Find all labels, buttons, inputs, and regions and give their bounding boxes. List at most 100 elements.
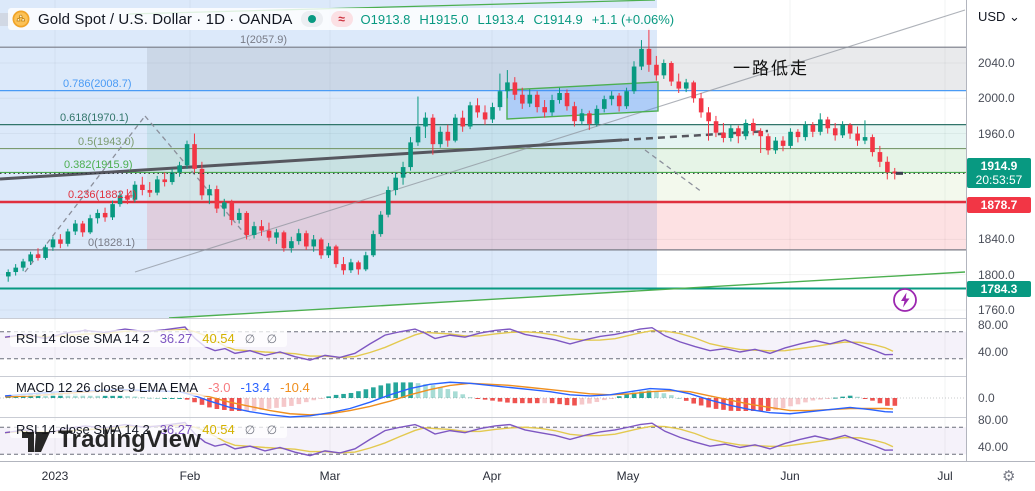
main-trendline xyxy=(0,138,623,181)
time-axis-label: Feb xyxy=(179,469,201,483)
panel-tick-label: 80.00 xyxy=(978,413,1009,427)
macd-histogram-bar xyxy=(877,398,883,404)
similar-symbol-pill[interactable]: ≈ xyxy=(330,11,353,27)
macd-histogram-bar xyxy=(333,394,339,398)
macd-histogram-bar xyxy=(810,398,816,401)
fib-level-label: 0.618(1970.1) xyxy=(60,111,129,124)
candle-body xyxy=(788,131,793,146)
macd-histogram-bar xyxy=(795,398,801,405)
candle-body xyxy=(631,66,637,92)
candle-body xyxy=(58,239,63,244)
candle-body xyxy=(50,239,56,248)
macd-histogram-bar xyxy=(169,398,175,399)
macd-histogram-bar xyxy=(453,391,458,398)
currency-selector[interactable]: USD ⌄ xyxy=(978,9,1020,24)
candle-body xyxy=(669,63,674,82)
macd-histogram-bar xyxy=(639,391,644,398)
candle-body xyxy=(251,226,257,235)
macd-histogram-bar xyxy=(132,396,138,398)
macd-histogram-bar xyxy=(125,395,130,398)
rsi1-legend[interactable]: RSI 14 close SMA 14 2 36.27 40.54 ∅ ∅ xyxy=(10,330,288,347)
candle-body xyxy=(80,223,86,233)
macd-histogram-bar xyxy=(326,396,331,398)
fib-band-0382-0236 xyxy=(147,172,966,203)
candle-body xyxy=(870,137,875,153)
macd-histogram-bar xyxy=(281,398,287,407)
candle-body xyxy=(557,92,562,101)
tradingview-logo[interactable]: TradingView xyxy=(20,426,201,454)
rsi2-hidden-values: ∅ ∅ xyxy=(244,422,282,437)
price-axis[interactable]: USD ⌄ 1914.9 20:53:57 1878.7 1784.3 2040… xyxy=(966,0,1035,461)
macd-histogram-bar xyxy=(289,398,294,406)
candle-body xyxy=(587,113,592,124)
candle-body xyxy=(721,132,726,138)
candle-body xyxy=(765,136,771,151)
macd-histogram-bar xyxy=(110,395,115,398)
macd-histogram-bar xyxy=(579,398,585,405)
candle-body xyxy=(505,82,510,92)
time-axis-label: May xyxy=(616,469,640,483)
macd-histogram-bar xyxy=(482,398,488,400)
macd-hist-value: -3.0 xyxy=(208,380,231,395)
macd-histogram-bar xyxy=(95,395,100,398)
candle-body xyxy=(73,223,78,232)
macd-legend[interactable]: MACD 12 26 close 9 EMA EMA -3.0 -13.4 -1… xyxy=(10,379,316,396)
candle-body xyxy=(326,246,331,256)
candle-body xyxy=(199,168,205,196)
candle-body xyxy=(155,179,160,193)
macd-histogram-bar xyxy=(669,395,674,398)
macd-histogram-bar xyxy=(728,398,734,411)
macd-label[interactable]: MACD 12 26 close 9 EMA EMA xyxy=(16,380,199,395)
candle-body xyxy=(296,233,302,242)
fib-level-label: 0.786(2008.7) xyxy=(63,77,132,90)
macd-histogram-bar xyxy=(475,398,480,399)
macd-histogram-bar xyxy=(564,398,570,406)
candle-body xyxy=(602,99,607,109)
time-axis[interactable]: 2023 Feb Mar Apr May Jun Jul ⚙ xyxy=(0,461,1035,491)
rsi1-value: 36.27 xyxy=(159,331,193,346)
candle-body xyxy=(95,212,100,219)
candle-body xyxy=(415,126,421,143)
candle-body xyxy=(341,264,346,271)
fib-band-0618-05 xyxy=(147,124,966,149)
macd-histogram-bar xyxy=(520,398,525,404)
time-axis-label: Jul xyxy=(937,469,953,483)
candle-body xyxy=(289,241,294,249)
collapsed-drawing-toolbar-tab[interactable] xyxy=(0,13,10,26)
rsi1-label[interactable]: RSI 14 close SMA 14 2 xyxy=(16,331,150,346)
macd-histogram-bar xyxy=(862,398,868,399)
symbol-title[interactable]: Gold Spot / U.S. Dollar · 1D · OANDA xyxy=(38,10,293,28)
candle-body xyxy=(348,262,354,271)
macd-histogram-bar xyxy=(356,391,361,398)
price-tick-label: 1800.0 xyxy=(978,267,1015,282)
macd-histogram-bar xyxy=(602,398,607,401)
macd-histogram-bar xyxy=(587,398,592,404)
axis-settings-gear-icon[interactable]: ⚙ xyxy=(1002,468,1016,485)
chart-annotation-text[interactable]: 一路低走 xyxy=(733,59,809,78)
candle-body xyxy=(125,195,130,200)
alert-lightning-icon[interactable] xyxy=(892,287,918,313)
macd-histogram-bar xyxy=(430,385,436,398)
market-status-pill[interactable] xyxy=(300,11,323,27)
macd-histogram-bar xyxy=(117,395,123,398)
candle-body xyxy=(117,195,123,205)
macd-histogram-bar xyxy=(199,398,205,405)
candle-body xyxy=(13,267,19,273)
macd-histogram-bar xyxy=(534,398,540,404)
panel-tick-label: 80.00 xyxy=(978,318,1009,332)
macd-histogram-bar xyxy=(765,398,771,411)
chart-canvas[interactable] xyxy=(0,0,966,461)
candle-body xyxy=(6,272,11,277)
macd-histogram-bar xyxy=(177,398,182,399)
macd-histogram-bar xyxy=(557,398,562,405)
candle-body xyxy=(259,226,264,231)
macd-histogram-bar xyxy=(251,398,257,411)
candle-body xyxy=(847,124,853,134)
macd-histogram-bar xyxy=(415,383,421,398)
macd-histogram-bar xyxy=(363,389,369,398)
candle-body xyxy=(624,91,629,107)
price-tick-label: 1760.0 xyxy=(978,302,1015,317)
candle-body xyxy=(236,212,242,220)
candle-body xyxy=(885,161,890,173)
